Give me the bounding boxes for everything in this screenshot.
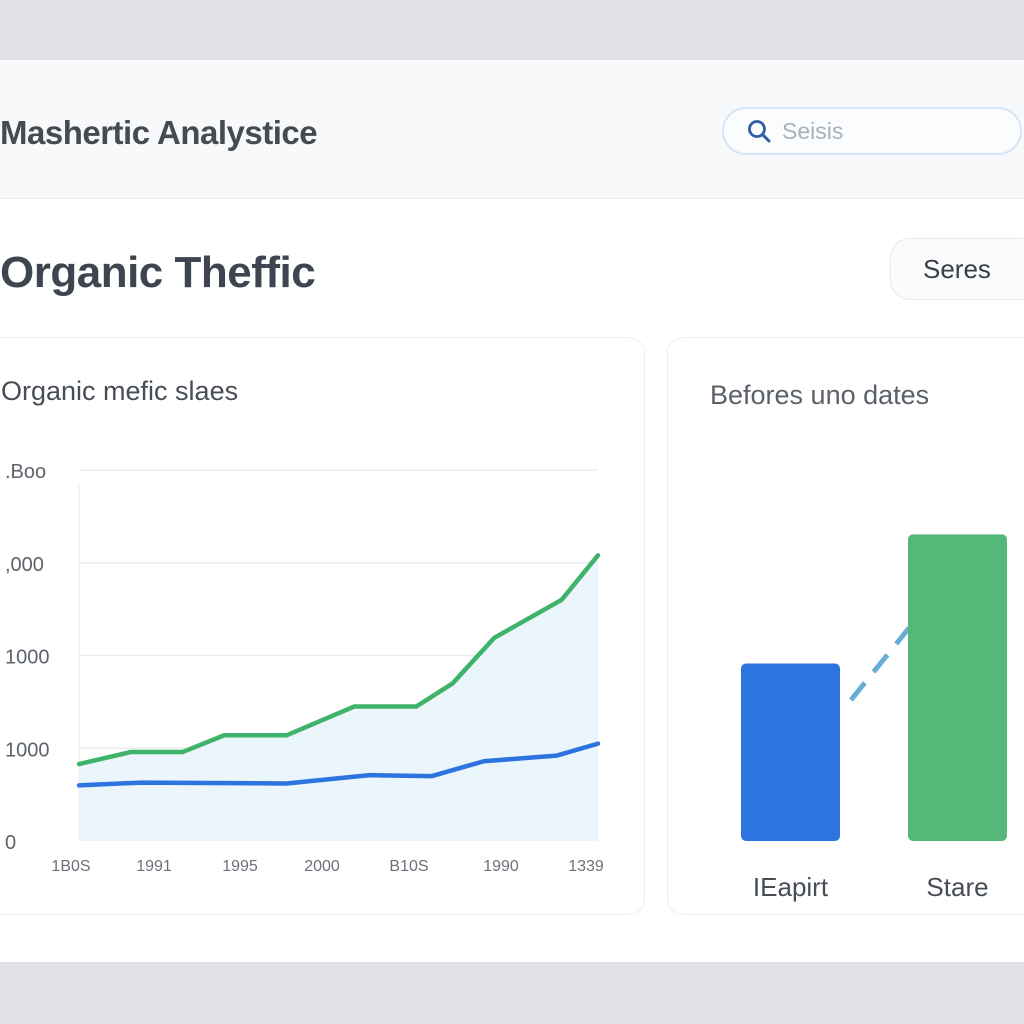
y-tick-label: .Boo — [5, 461, 46, 483]
x-tick-label: 1339 — [568, 858, 604, 875]
bar-label-2: Stare — [926, 872, 988, 902]
top-bar: Mashertic Analystice — [0, 60, 1024, 199]
legend-label-1: Nemerlog Surenins — [36, 913, 241, 916]
line-chart: 0 1000 1000 ,000 .Boo 1B0S 1991 1995 2000 B10S 199… — [5, 461, 604, 916]
bar-chart: IEapirt Stare — [741, 534, 1007, 902]
y-tick-label: ,000 — [5, 554, 44, 576]
series-line-1 — [76, 741, 601, 788]
line-chart-card: Organic mefic slaes 0 1000 1000 ,000 .Boo 1B0… — [0, 337, 645, 916]
area-fill — [79, 555, 598, 841]
search-icon — [748, 120, 771, 143]
series-button[interactable]: Seres — [890, 238, 1024, 300]
line-chart-title: Organic mefic slaes — [1, 376, 239, 406]
connector-dash — [849, 626, 911, 702]
page-title: Organic Theffic — [0, 248, 316, 297]
x-tick-label: 1B0S — [51, 858, 90, 875]
x-tick-label: 2000 — [304, 858, 340, 875]
legend-label-2: LoEB Pyniner Rebrw — [354, 913, 577, 916]
x-tick-label: B10S — [389, 858, 428, 875]
bar-label-1: IEapirt — [753, 872, 829, 902]
search-input[interactable] — [780, 116, 984, 146]
app-window: Mashertic Analystice Organic Theffic Ser… — [0, 60, 1024, 962]
x-tick-label: 1995 — [222, 858, 258, 875]
bar-2 — [908, 534, 1007, 841]
series-line-2 — [76, 553, 601, 767]
x-tick-label: 1991 — [136, 858, 172, 875]
bar-chart-card: Befores uno dates IEapirt Stare — [667, 337, 1024, 915]
bar-1 — [741, 663, 840, 841]
y-tick-label: 1000 — [5, 647, 50, 669]
y-tick-label: 1000 — [5, 739, 50, 761]
app-title: Mashertic Analystice — [0, 114, 318, 151]
bar-chart-title: Befores uno dates — [710, 380, 930, 410]
x-tick-label: 1990 — [483, 858, 519, 875]
search-box[interactable] — [722, 107, 1022, 155]
y-tick-label: 0 — [5, 832, 16, 854]
